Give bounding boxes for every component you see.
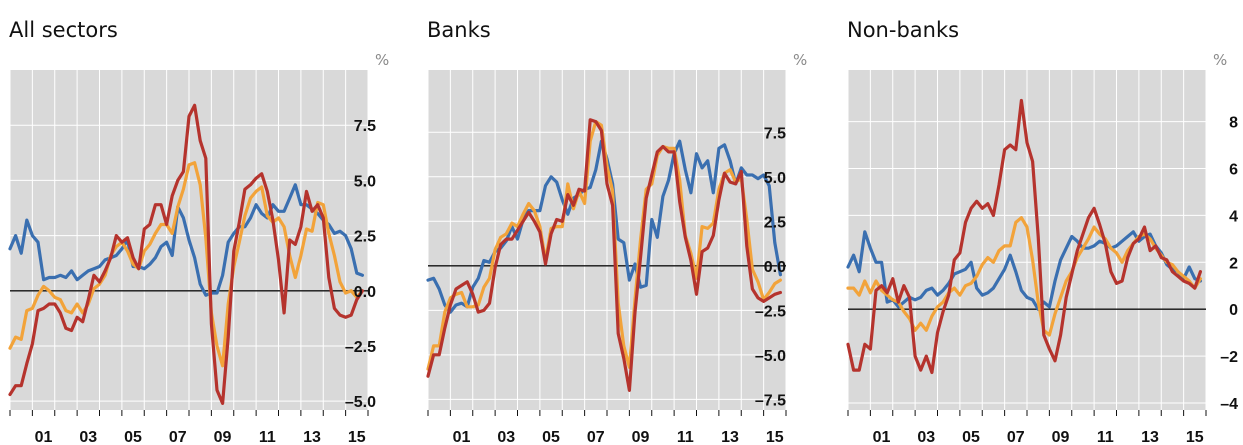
y-tick-label: 5.0 [354,173,376,190]
series-line-red [8,103,364,405]
y-tick-label: 6 [1229,161,1238,178]
unit-label: % [1213,51,1227,69]
x-tick-label: 13 [1141,429,1159,445]
y-tick-label: 4 [1229,208,1238,225]
x-tick-label: 07 [169,429,187,445]
x-tick-label: 09 [214,429,232,445]
y-tick-label: 2.5 [354,229,376,246]
y-tick-label: –4 [1220,396,1238,413]
y-tick-label: 2.5 [764,214,786,231]
chart-panel-1: All sectors% 7.5 5.0 2.5 0.0 –2.5 –5.0 01 03 05 07… [8,18,389,445]
x-tick-label: 03 [917,429,935,445]
x-tick-label: 05 [962,429,980,445]
unit-label: % [375,51,389,69]
x-tick-label: 11 [259,429,276,445]
y-tick-label: –5.0 [755,348,786,365]
y-tick-label: –2 [1220,349,1238,366]
chart-panel-2: Banks% 7.5 5.0 2.5 0.0 –2.5 –5.0 –7.5 01 03 05 07 09… [426,18,807,445]
y-tick-label: –2.5 [755,303,786,320]
x-tick-label: 07 [587,429,605,445]
y-tick-label: 7.5 [354,118,376,135]
chart-title: All sectors [9,18,118,42]
y-tick-label: 2 [1229,255,1238,272]
chart-title: Banks [427,18,491,42]
y-tick-label: 0.0 [764,259,786,276]
x-tick-label: 15 [766,429,784,445]
x-tick-label: 05 [124,429,142,445]
series-line-orange [8,161,364,368]
x-tick-label: 11 [677,429,694,445]
y-tick-label: 7.5 [764,125,786,142]
x-tick-label: 15 [1186,429,1204,445]
y-tick-label: 8 [1229,115,1238,132]
chart-panel-3: Non-banks% 8 6 4 2 0 –2 –4 01 03 05 07 09 11 13 15 [846,18,1238,445]
x-tick-label: 05 [542,429,560,445]
y-tick-label: 0.0 [354,284,376,301]
x-tick-label: 13 [721,429,739,445]
chart-title: Non-banks [847,18,959,42]
y-tick-label: 0 [1229,302,1238,319]
x-tick-label: 11 [1097,429,1114,445]
x-tick-label: 15 [348,429,366,445]
y-tick-label: 5.0 [764,170,786,187]
series-line-blue [846,230,1203,311]
x-tick-label: 07 [1007,429,1025,445]
series-line-red [426,118,783,392]
x-tick-label: 01 [873,429,891,445]
x-tick-label: 13 [303,429,321,445]
x-tick-label: 03 [497,429,515,445]
x-tick-label: 09 [1052,429,1070,445]
y-tick-label: –5.0 [345,394,376,411]
unit-label: % [793,51,807,69]
y-tick-label: –7.5 [755,392,786,409]
x-tick-label: 01 [35,429,53,445]
x-tick-label: 01 [453,429,471,445]
x-tick-label: 03 [79,429,97,445]
series-line-red [846,98,1203,375]
y-tick-label: –2.5 [345,339,376,356]
x-tick-label: 09 [632,429,650,445]
